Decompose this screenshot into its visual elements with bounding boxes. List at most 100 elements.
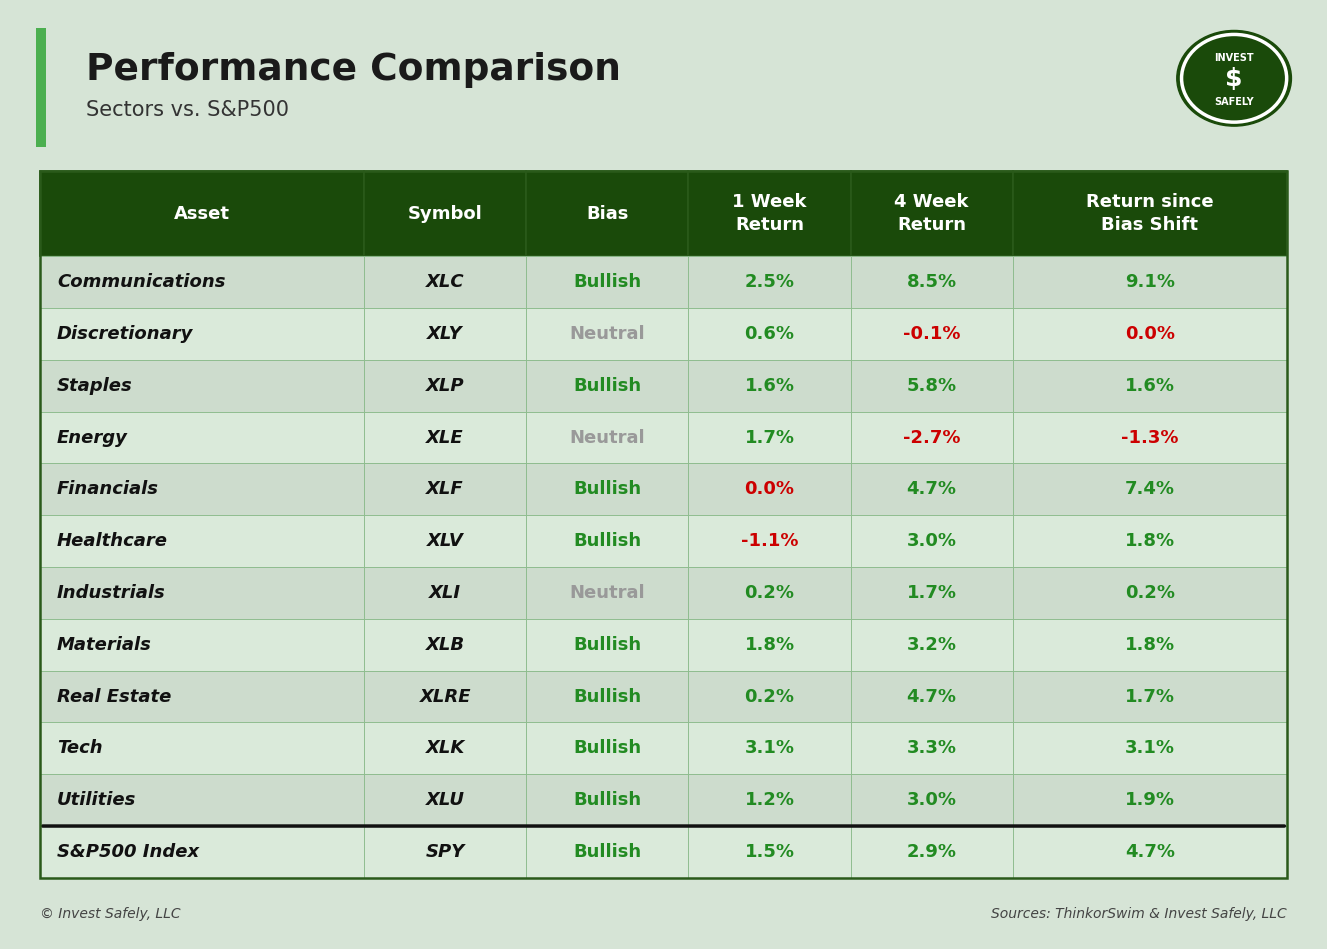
FancyBboxPatch shape xyxy=(851,619,1013,671)
Text: S&P500 Index: S&P500 Index xyxy=(57,843,199,861)
FancyBboxPatch shape xyxy=(851,826,1013,878)
Text: 1.7%: 1.7% xyxy=(744,429,795,447)
Text: 3.3%: 3.3% xyxy=(906,739,957,757)
FancyBboxPatch shape xyxy=(527,463,689,515)
Text: XLV: XLV xyxy=(427,532,463,550)
FancyBboxPatch shape xyxy=(527,308,689,360)
FancyBboxPatch shape xyxy=(527,360,689,412)
FancyBboxPatch shape xyxy=(689,308,851,360)
Text: $: $ xyxy=(1225,67,1243,91)
Text: XLU: XLU xyxy=(426,791,464,809)
Text: 3.1%: 3.1% xyxy=(1125,739,1174,757)
FancyBboxPatch shape xyxy=(689,171,851,256)
Text: Healthcare: Healthcare xyxy=(57,532,169,550)
Text: Bullish: Bullish xyxy=(573,480,641,498)
Text: Bullish: Bullish xyxy=(573,843,641,861)
FancyBboxPatch shape xyxy=(851,171,1013,256)
Text: 4.7%: 4.7% xyxy=(1125,843,1174,861)
Text: Communications: Communications xyxy=(57,273,226,291)
Text: -1.3%: -1.3% xyxy=(1121,429,1178,447)
FancyBboxPatch shape xyxy=(851,308,1013,360)
Text: Bias: Bias xyxy=(587,205,629,223)
FancyBboxPatch shape xyxy=(689,722,851,774)
Text: 0.2%: 0.2% xyxy=(744,584,795,602)
FancyBboxPatch shape xyxy=(364,722,527,774)
Text: 1.8%: 1.8% xyxy=(744,636,795,654)
Text: 1.8%: 1.8% xyxy=(1125,532,1174,550)
FancyBboxPatch shape xyxy=(1013,360,1287,412)
Text: XLF: XLF xyxy=(426,480,464,498)
Text: -0.1%: -0.1% xyxy=(902,325,961,343)
FancyBboxPatch shape xyxy=(689,619,851,671)
FancyBboxPatch shape xyxy=(689,412,851,463)
FancyBboxPatch shape xyxy=(40,256,364,308)
Text: Bullish: Bullish xyxy=(573,377,641,395)
Text: 0.2%: 0.2% xyxy=(1125,584,1174,602)
FancyBboxPatch shape xyxy=(1013,171,1287,256)
Text: 5.8%: 5.8% xyxy=(906,377,957,395)
FancyBboxPatch shape xyxy=(689,774,851,826)
Text: Neutral: Neutral xyxy=(569,584,645,602)
Text: 1.6%: 1.6% xyxy=(1125,377,1174,395)
FancyBboxPatch shape xyxy=(851,722,1013,774)
Text: 1.5%: 1.5% xyxy=(744,843,795,861)
Text: Utilities: Utilities xyxy=(57,791,137,809)
Text: Symbol: Symbol xyxy=(407,205,483,223)
FancyBboxPatch shape xyxy=(689,463,851,515)
Text: Discretionary: Discretionary xyxy=(57,325,194,343)
FancyBboxPatch shape xyxy=(364,671,527,722)
Text: 1.9%: 1.9% xyxy=(1125,791,1174,809)
Text: XLB: XLB xyxy=(426,636,464,654)
Text: Neutral: Neutral xyxy=(569,429,645,447)
Text: Industrials: Industrials xyxy=(57,584,166,602)
Text: SPY: SPY xyxy=(426,843,464,861)
Text: Return since
Bias Shift: Return since Bias Shift xyxy=(1087,194,1214,233)
Text: 2.5%: 2.5% xyxy=(744,273,795,291)
Text: Bullish: Bullish xyxy=(573,273,641,291)
FancyBboxPatch shape xyxy=(364,412,527,463)
FancyBboxPatch shape xyxy=(40,412,364,463)
FancyBboxPatch shape xyxy=(364,515,527,568)
FancyBboxPatch shape xyxy=(40,619,364,671)
Text: 3.0%: 3.0% xyxy=(906,791,957,809)
FancyBboxPatch shape xyxy=(1013,826,1287,878)
Text: Energy: Energy xyxy=(57,429,127,447)
Text: 1 Week
Return: 1 Week Return xyxy=(733,194,807,233)
FancyBboxPatch shape xyxy=(1013,568,1287,619)
FancyBboxPatch shape xyxy=(1013,774,1287,826)
FancyBboxPatch shape xyxy=(527,722,689,774)
FancyBboxPatch shape xyxy=(364,826,527,878)
FancyBboxPatch shape xyxy=(527,171,689,256)
Text: Bullish: Bullish xyxy=(573,739,641,757)
Text: SAFELY: SAFELY xyxy=(1214,97,1254,107)
FancyBboxPatch shape xyxy=(364,463,527,515)
Text: 2.9%: 2.9% xyxy=(906,843,957,861)
FancyBboxPatch shape xyxy=(40,826,364,878)
Text: 4.7%: 4.7% xyxy=(906,687,957,705)
FancyBboxPatch shape xyxy=(689,515,851,568)
Text: Staples: Staples xyxy=(57,377,133,395)
FancyBboxPatch shape xyxy=(527,826,689,878)
Text: Neutral: Neutral xyxy=(569,325,645,343)
FancyBboxPatch shape xyxy=(527,774,689,826)
FancyBboxPatch shape xyxy=(364,256,527,308)
Text: © Invest Safely, LLC: © Invest Safely, LLC xyxy=(40,906,180,921)
FancyBboxPatch shape xyxy=(851,774,1013,826)
Text: 0.0%: 0.0% xyxy=(1125,325,1174,343)
FancyBboxPatch shape xyxy=(527,412,689,463)
FancyBboxPatch shape xyxy=(36,28,46,147)
Text: 4.7%: 4.7% xyxy=(906,480,957,498)
FancyBboxPatch shape xyxy=(40,171,364,256)
Text: INVEST: INVEST xyxy=(1214,53,1254,64)
Text: XLP: XLP xyxy=(426,377,464,395)
FancyBboxPatch shape xyxy=(527,256,689,308)
FancyBboxPatch shape xyxy=(851,412,1013,463)
Text: Real Estate: Real Estate xyxy=(57,687,171,705)
Text: XLE: XLE xyxy=(426,429,464,447)
Text: 3.2%: 3.2% xyxy=(906,636,957,654)
FancyBboxPatch shape xyxy=(40,308,364,360)
FancyBboxPatch shape xyxy=(364,171,527,256)
Text: -1.1%: -1.1% xyxy=(740,532,799,550)
FancyBboxPatch shape xyxy=(851,463,1013,515)
FancyBboxPatch shape xyxy=(689,568,851,619)
